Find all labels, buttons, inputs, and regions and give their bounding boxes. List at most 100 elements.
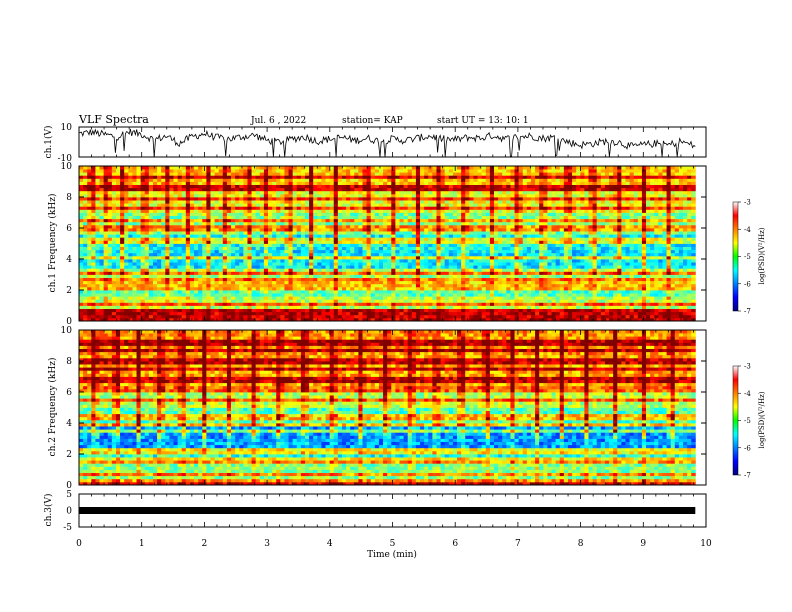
ch1-spec-cell	[87, 166, 92, 170]
ch1-spec-cell	[251, 200, 257, 204]
ch1-spec-cell	[411, 290, 417, 294]
ch1-spec-cell	[157, 200, 162, 204]
ch1-spec-cell	[403, 286, 409, 291]
ch1-spec-cell	[239, 302, 244, 306]
ch1-spec-cell	[346, 206, 351, 210]
ch1-spec-cell	[448, 283, 454, 288]
ch1-spec-cell	[395, 299, 400, 303]
ch1-spec-cell	[473, 246, 478, 251]
ch1-spec-cell	[436, 228, 441, 232]
ch1-spec-cell	[214, 259, 220, 263]
ch1-spec-cell	[276, 262, 281, 266]
ch1-spec-cell	[177, 317, 183, 322]
ch1-spec-cell	[243, 215, 248, 220]
ch1-spec-cell	[469, 197, 474, 201]
ch1-spec-cell	[296, 212, 302, 216]
ch1-spec-cell	[276, 265, 281, 269]
ch1-spec-cell	[148, 203, 154, 207]
ch1-spec-cell	[177, 302, 183, 306]
ch1-spec-cell	[202, 255, 207, 260]
ch1-spec-cell	[198, 172, 203, 176]
ch1-spec-cell	[235, 268, 240, 272]
ch1-spec-cell	[288, 296, 294, 300]
ch1-spec-cell	[387, 302, 392, 306]
ch1-spec-cell	[107, 262, 113, 266]
ch1-spec-cell	[452, 240, 458, 244]
ch1-spec-cell	[276, 308, 281, 313]
ch1-spec-cell	[120, 293, 125, 297]
ch1-spec-cell	[440, 299, 446, 303]
ch1-spec-cell	[222, 262, 228, 266]
ch1-spec-cell	[366, 271, 372, 275]
ch1-spec-cell	[124, 274, 129, 278]
ch1-spec-cell	[399, 178, 405, 182]
ch1-spec-cell	[276, 181, 281, 185]
ch1-spec-cell	[128, 231, 133, 235]
ch1-spec-cell	[111, 221, 117, 226]
ch1-spec-cell	[440, 286, 446, 291]
ch1-spec-cell	[481, 172, 487, 176]
ch1-spec-cell	[341, 296, 347, 300]
ch1-spec-cell	[448, 197, 454, 201]
ch1-spec-cell	[263, 203, 269, 207]
ch1-spec-cell	[231, 234, 236, 238]
ch1-spec-cell	[313, 286, 318, 291]
ch1-spec-cell	[407, 299, 413, 303]
ch1-spec-cell	[181, 218, 187, 223]
ch1-spec-cell	[325, 243, 331, 247]
ch1-spec-cell	[165, 302, 170, 306]
ch1-spec-cell	[124, 249, 129, 254]
ch1-spec-cell	[304, 169, 310, 173]
ch1-spec-cell	[354, 172, 359, 176]
ch1-spec-cell	[481, 305, 487, 309]
ch1-spec-cell	[210, 293, 215, 297]
ch1-spec-cell	[235, 283, 240, 288]
ch1-spec-cell	[124, 311, 129, 316]
ch1-spec-cell	[350, 181, 355, 185]
ch1-spec-cell	[465, 224, 470, 229]
ch1-spec-cell	[152, 206, 158, 210]
ch1-spec-cell	[148, 181, 154, 185]
ch1-spec-cell	[148, 184, 154, 189]
ch1-spec-cell	[378, 187, 384, 192]
ch1-spec-cell	[292, 296, 298, 300]
ch1-spec-cell	[144, 283, 150, 288]
ch1-spec-cell	[128, 218, 133, 223]
ch1-spec-cell	[140, 305, 146, 309]
ch1-spec-cell	[399, 290, 405, 294]
ch1-spec-cell	[362, 280, 368, 285]
ch1-spec-cell	[173, 206, 179, 210]
ch1-spec-cell	[296, 215, 302, 220]
ch1-spec-cell	[300, 252, 306, 257]
ch1-spec-cell	[148, 221, 154, 226]
ch1-spec-cell	[395, 280, 400, 285]
ch1-spec-cell	[337, 271, 343, 275]
ch1-spec-cell	[161, 286, 166, 291]
ch1-spec-cell	[317, 200, 322, 204]
ch1-spec-cell	[457, 234, 462, 238]
ch1-spec-cell	[181, 228, 187, 232]
ch1-spec-cell	[95, 305, 100, 309]
ch1-spec-cell	[218, 262, 224, 266]
ch1-spec-cell	[391, 296, 396, 300]
ch1-spec-cell	[296, 302, 302, 306]
ch1-spec-cell	[346, 317, 351, 322]
ch1-spec-cell	[473, 271, 478, 275]
ch1-spec-cell	[300, 231, 306, 235]
ch1-spec-cell	[128, 224, 133, 229]
ch1-spec-cell	[420, 274, 425, 278]
ch1-spec-cell	[214, 246, 220, 251]
ch1-spec-cell	[457, 259, 462, 263]
ch1-spec-cell	[181, 302, 187, 306]
ch1-spec-cell	[79, 231, 84, 235]
ch1-spec-cell	[428, 259, 433, 263]
ch1-spec-cell	[152, 197, 158, 201]
ch1-spec-cell	[366, 190, 372, 195]
ch1-spec-cell	[124, 190, 129, 195]
ch1-spec-cell	[383, 268, 388, 272]
ch1-spec-cell	[235, 277, 240, 282]
ch1-spec-cell	[469, 246, 474, 251]
header-start-time: start UT = 13: 10: 1	[437, 116, 529, 126]
ch1-spec-cell	[263, 302, 269, 306]
ch1-spec-cell	[128, 246, 133, 251]
